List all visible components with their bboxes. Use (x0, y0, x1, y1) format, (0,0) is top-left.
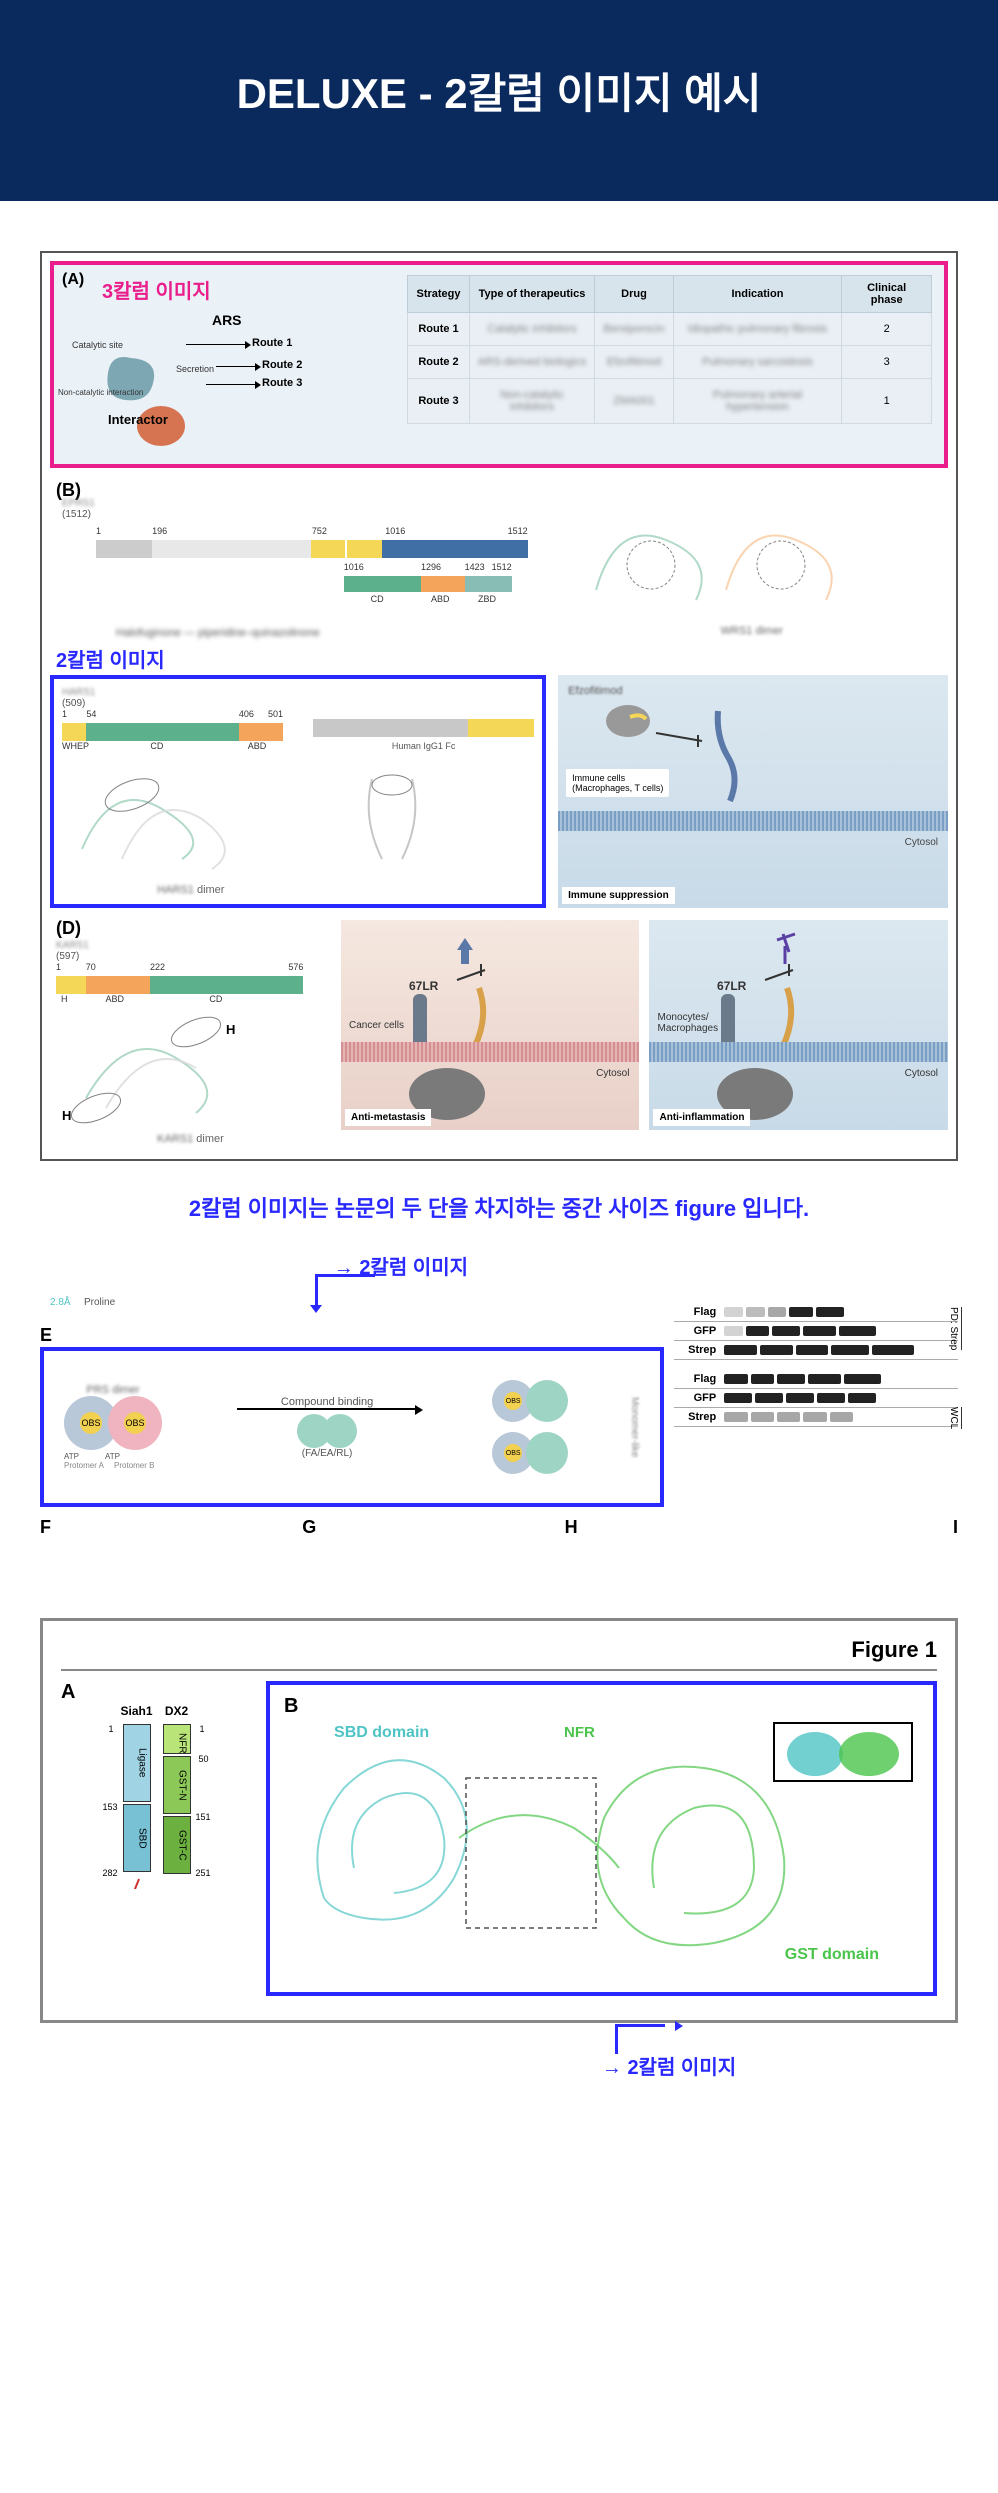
panel-a-table-wrap: Strategy Type of therapeutics Drug Indic… (407, 275, 932, 452)
table-row: Route 2 ARS-derived biologics Efzofitimo… (408, 346, 932, 379)
svg-text:67LR: 67LR (409, 979, 439, 993)
fig3-panel-a: A Siah1 Ligase SBD 1 153 282 DX2 NFR (61, 1681, 250, 1996)
route3-label: Route 3 (262, 377, 302, 389)
fig2-boxed: PRS dimer OBS OBS ATPATP Protomer AProto… (40, 1347, 664, 1507)
route1-label: Route 1 (252, 337, 292, 349)
svg-text:67LR: 67LR (717, 979, 747, 993)
catalytic-label: Catalytic site (72, 340, 123, 350)
anti-inflammation: Anti-inflammation (653, 1109, 750, 1126)
svg-text:Halofuginone — piperidine–quin: Halofuginone — piperidine–quinazolinone (116, 627, 320, 639)
anti-inflammation-panel: 67LR Monocytes/ Macrophages Cytosol Anti… (649, 920, 948, 1130)
arrow-icon (615, 2024, 627, 2054)
th-type: Type of therapeutics (469, 276, 595, 313)
table-row: Route 1 Catalytic inhibitors Bersiporoci… (408, 313, 932, 346)
panel-c-boxed: HARS1 (509) 1 54 406 501 WHEP CD ABD (50, 675, 546, 908)
composite-figure-3: Figure 1 A Siah1 Ligase SBD 1 153 282 DX… (40, 1618, 958, 2023)
panel-a: (A) 3칼럼 이미지 ARS Catalytic site Secretion… (50, 261, 948, 468)
fig3-panel-b: B SBD domain (266, 1681, 937, 1996)
panel-b: (B) EPRS1 (1512) 1 196 752 1016 1512 101… (50, 480, 948, 663)
domain-bar-b: 1 196 752 1016 1512 (96, 540, 528, 558)
hero-banner: DELUXE - 2칼럼 이미지 예시 (0, 0, 998, 201)
page-title: DELUXE - 2칼럼 이미지 예시 (20, 60, 978, 121)
panel-d-label: (D) (56, 918, 81, 939)
panel-c-immune: Efzofitimod Immune cells (Macrophages, T… (558, 675, 948, 908)
aa-length: (1512) (62, 509, 536, 520)
fig3-title: Figure 1 (61, 1637, 937, 1671)
th-strategy: Strategy (408, 276, 469, 313)
anti-metastasis-panel: 67LR Cancer cells Cytosol Anti-metastasi… (341, 920, 640, 1130)
composite-figure-2: → 2칼럼 이미지 2.8Å Proline E PRS dimer OBS O… (40, 1303, 958, 1538)
cytosol-label: Cytosol (905, 837, 938, 848)
caption-main: 2칼럼 이미지는 논문의 두 단을 차지하는 중간 사이즈 figure 입니다… (20, 1191, 978, 1223)
route2-label: Route 2 (262, 359, 302, 371)
immune-suppression: Immune suppression (562, 887, 675, 904)
panel-c: HARS1 (509) 1 54 406 501 WHEP CD ABD (50, 675, 948, 908)
composite-figure-1: (A) 3칼럼 이미지 ARS Catalytic site Secretion… (40, 251, 958, 1161)
interactor-label: Interactor (108, 412, 168, 427)
anti-metastasis: Anti-metastasis (345, 1109, 431, 1126)
svg-text:H: H (62, 1108, 71, 1123)
two-col-label-b: 2칼럼 이미지 (56, 644, 165, 673)
svg-text:H: H (226, 1022, 235, 1037)
fig3-pointer-label: → 2칼럼 이미지 (602, 2051, 736, 2080)
fc-fusion-svg (332, 759, 534, 879)
panel-a-diagram: 3칼럼 이미지 ARS Catalytic site Secretion Non… (66, 275, 387, 452)
gst-label: GST domain (785, 1946, 879, 1964)
nfr-label: NFR (564, 1724, 595, 1741)
th-drug: Drug (595, 276, 673, 313)
immune-cells-label: Immune cells (Macrophages, T cells) (566, 769, 669, 797)
ars-title: ARS (66, 312, 387, 328)
fig2-panel-letters: F G H I (40, 1517, 958, 1538)
panel-d: (D) KARS1 (597) 1 70 222 576 H ABD CD (50, 920, 948, 1151)
domain-bar-b-mini: 1016 1296 1423 1512 CD ABD ZBD (344, 576, 512, 592)
sbd-label: SBD domain (334, 1724, 429, 1742)
noncat-label: Non-catalytic interaction (58, 388, 143, 397)
structure-inset (773, 1722, 913, 1782)
table-row: Route 3 Non-catalytic inhibitors ZMA001 … (408, 379, 932, 424)
th-indication: Indication (673, 276, 842, 313)
chemical-structure: Halofuginone — piperidine–quinazolinone (116, 612, 536, 663)
th-phase: Clinical phase (842, 276, 932, 313)
secretion-label: Secretion (176, 364, 214, 374)
three-col-label: 3칼럼 이미지 (102, 275, 387, 304)
therapeutics-table: Strategy Type of therapeutics Drug Indic… (407, 275, 932, 424)
western-blot: Flag GFP Strep Flag GFP Strep (674, 1303, 958, 1427)
hars-dimer-svg (62, 759, 320, 879)
protein-dimer-b: WRS1 dimer (556, 480, 948, 620)
kars-dimer: H H (56, 998, 325, 1128)
